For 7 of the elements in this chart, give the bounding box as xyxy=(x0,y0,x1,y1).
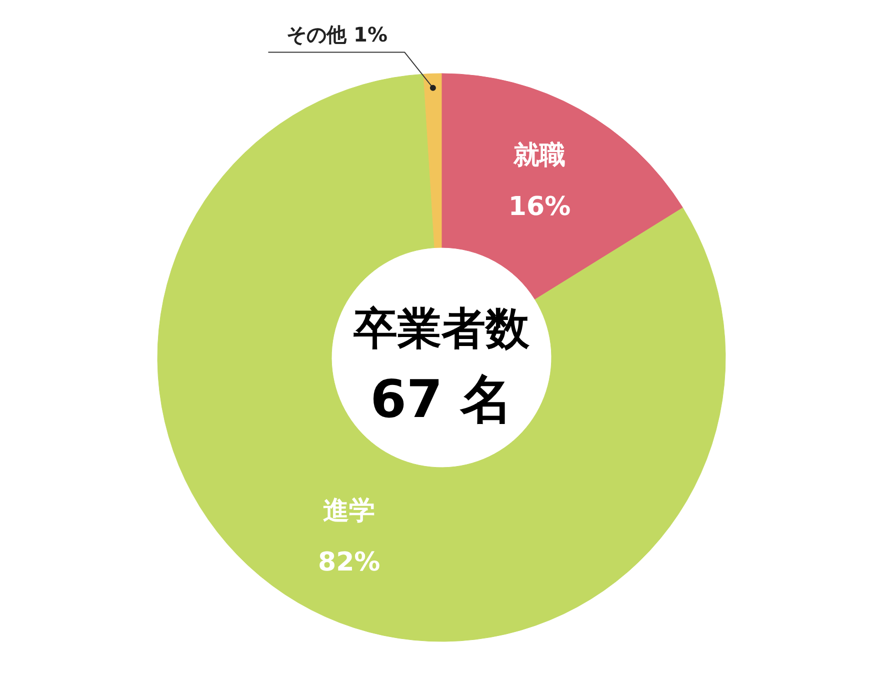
data-label: 82% xyxy=(318,547,380,578)
slice-label: 進学 xyxy=(323,496,376,526)
slice-label: その他 1% xyxy=(286,22,388,47)
data-label: 16% xyxy=(508,192,571,222)
text: 卒業者数 xyxy=(352,304,530,355)
slice-label: 就職 xyxy=(512,140,566,171)
text: 67 名 xyxy=(370,370,513,430)
